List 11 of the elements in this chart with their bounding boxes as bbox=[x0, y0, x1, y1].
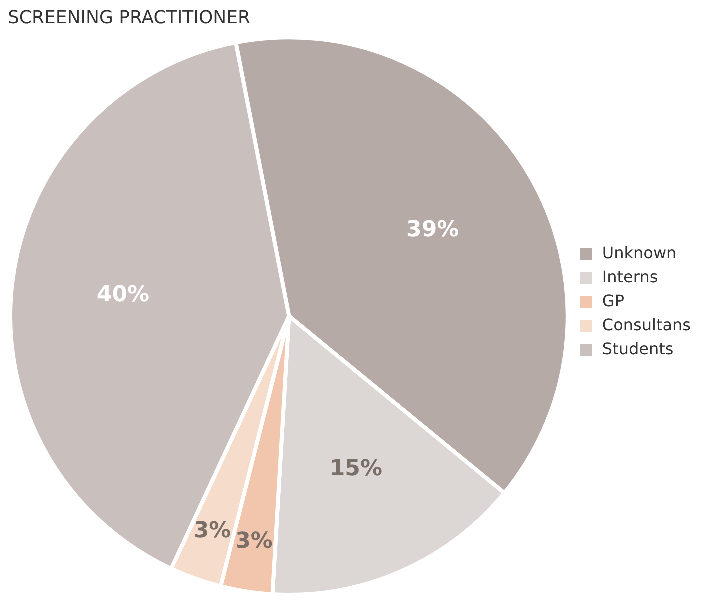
data-label: 3% bbox=[194, 518, 232, 544]
legend-label: Interns bbox=[602, 268, 658, 287]
data-label: 40% bbox=[96, 282, 150, 308]
legend-label: Consultans bbox=[602, 316, 691, 335]
data-label: 15% bbox=[330, 456, 382, 482]
legend-label: Students bbox=[602, 340, 674, 359]
legend-label: Unknown bbox=[602, 244, 677, 263]
data-label: 3% bbox=[236, 528, 273, 554]
legend-label: GP bbox=[602, 292, 625, 311]
data-label: 39% bbox=[406, 217, 460, 242]
chart-title: SCREENING PRACTITIONER bbox=[8, 7, 250, 28]
